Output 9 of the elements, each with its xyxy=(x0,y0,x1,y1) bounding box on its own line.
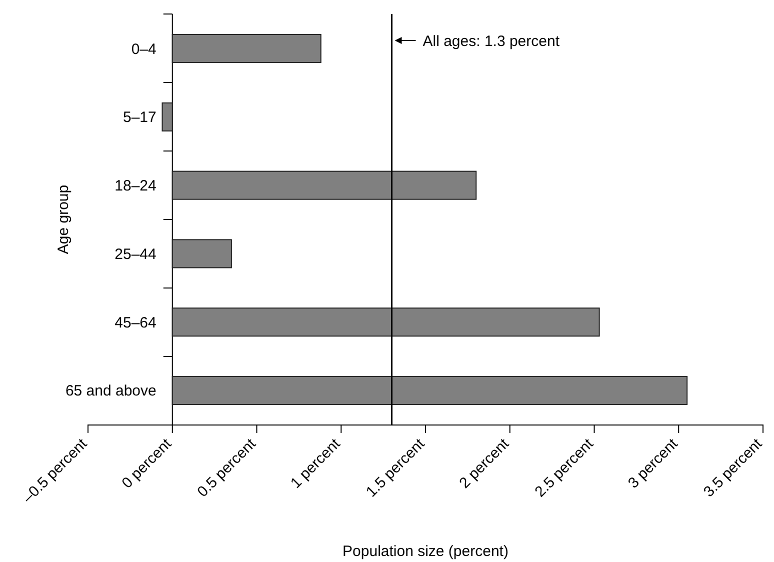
x-axis-title: Population size (percent) xyxy=(342,543,508,560)
y-tick-label: 45–64 xyxy=(114,314,156,332)
y-tick-label: 5–17 xyxy=(123,109,156,126)
y-tick-label: 18–24 xyxy=(114,178,156,195)
y-tick-label: 25–44 xyxy=(114,246,156,263)
y-tick-label: 0–4 xyxy=(131,40,156,58)
y-tick-label: 65 and above xyxy=(65,382,156,400)
y-axis-title: Age group xyxy=(55,184,72,254)
ref-line-label: All ages: 1.3 percent xyxy=(422,32,560,50)
